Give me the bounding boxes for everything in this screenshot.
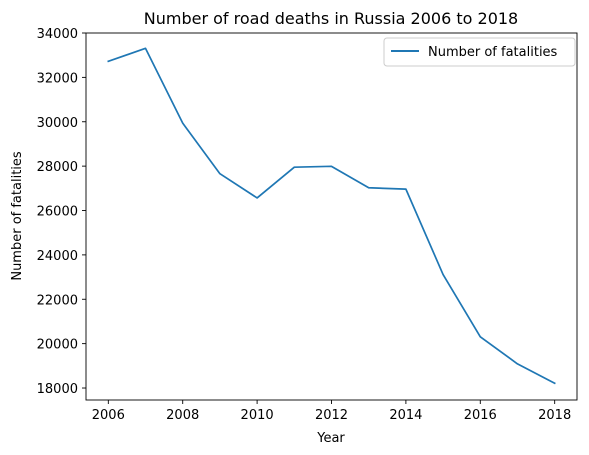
y-tick-label: 22000 [37,293,78,308]
y-tick-label: 26000 [37,205,78,220]
y-axis: 18000 20000 22000 24000 26000 28000 30000 32000… [37,27,86,397]
data-point [517,363,519,365]
data-point [145,48,147,50]
series-line-0 [107,47,556,385]
y-tick-label: 20000 [37,338,78,353]
data-point [294,166,296,168]
y-tick-label: 34000 [37,27,78,42]
data-point [331,166,333,168]
legend: Number of fatalities [383,37,576,67]
data-point [368,187,370,189]
y-tick-label: 18000 [37,382,78,397]
data-point [479,336,481,338]
y-tick-label: 28000 [37,160,78,175]
x-tick-label: 2014 [389,408,422,423]
chart-title: Number of road deaths in Russia 2006 to … [144,9,518,28]
x-tick-label: 2008 [166,408,199,423]
data-point [442,274,444,276]
data-point [108,61,110,63]
data-point [405,188,407,190]
data-point [182,122,184,124]
legend-label: Number of fatalities [428,45,558,60]
y-tick-label: 30000 [37,116,78,131]
x-tick-label: 2006 [92,408,125,423]
x-axis-label: Year [316,431,345,446]
x-axis: 2006 2008 2010 2012 2014 2016 2018 [92,400,571,423]
x-tick-label: 2012 [315,408,348,423]
x-tick-label: 2018 [538,408,571,423]
data-point [256,197,258,199]
data-point [554,382,556,384]
x-tick-label: 2010 [241,408,274,423]
y-axis-label: Number of fatalities [10,151,25,281]
legend-box [383,37,576,67]
data-point [219,173,221,175]
y-tick-label: 32000 [37,71,78,86]
x-tick-label: 2016 [464,408,497,423]
y-tick-label: 24000 [37,249,78,264]
